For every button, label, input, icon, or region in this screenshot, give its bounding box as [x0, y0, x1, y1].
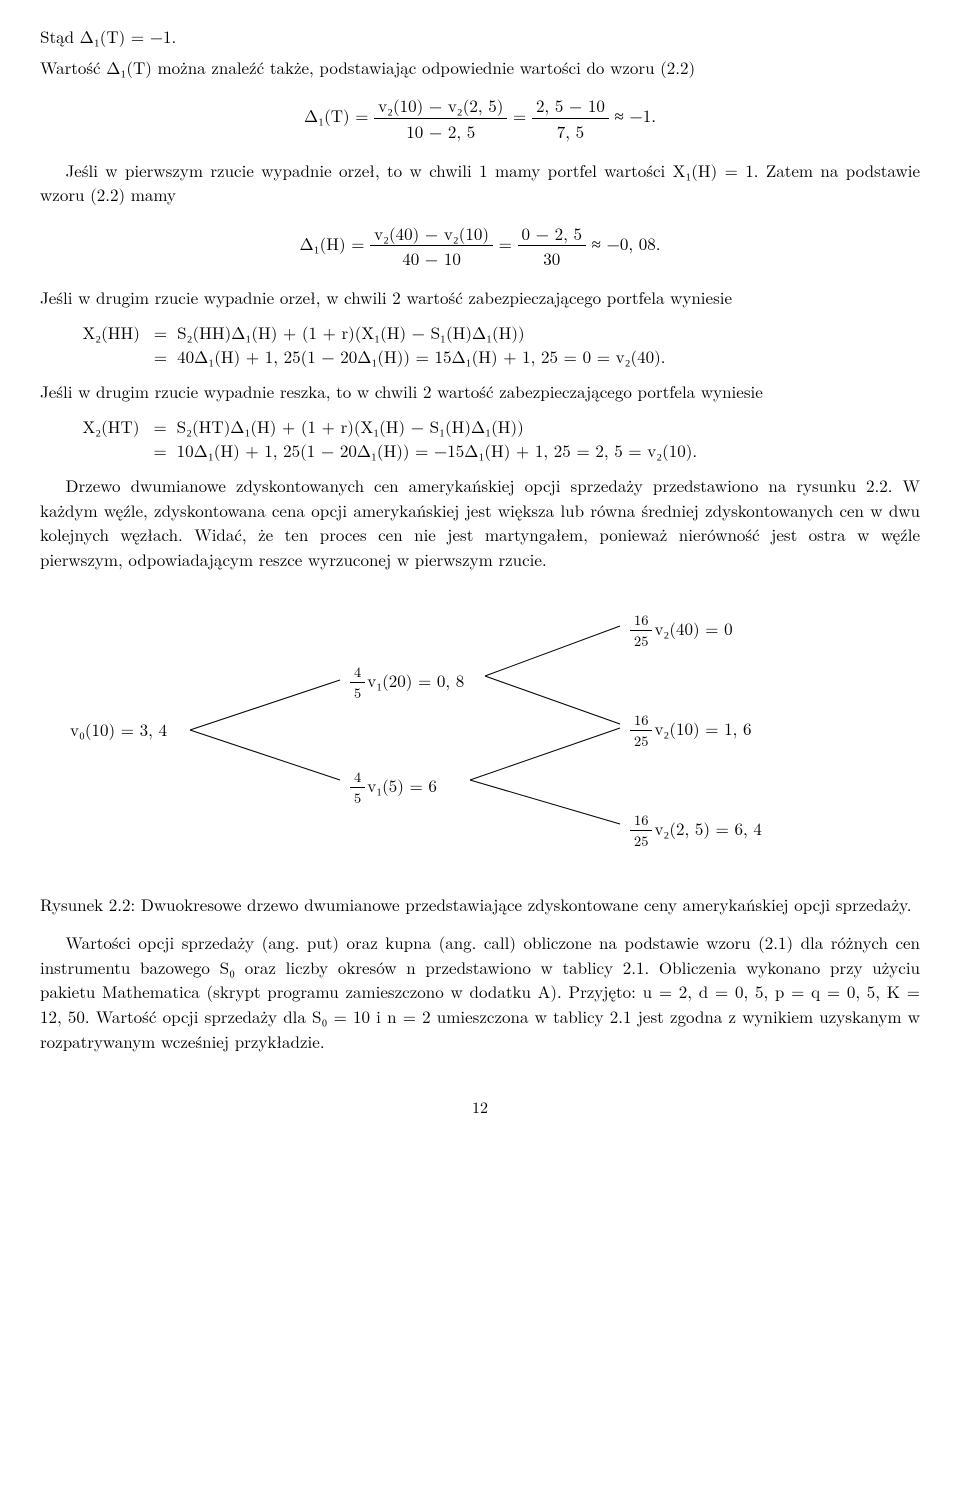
align1-eq2: =	[148, 344, 173, 369]
align2-eq2: =	[147, 438, 172, 463]
align2-eq1: =	[147, 414, 172, 439]
eq1-num2: 2, 5 − 10	[532, 93, 609, 119]
binomial-tree-diagram: v₀(10) = 3, 445v₁(20) = 0, 845v₁(5) = 61…	[70, 602, 920, 862]
tree-node: 45v₁(20) = 0, 8	[350, 662, 464, 705]
tree-node-label: v₂(40) = 0	[654, 616, 732, 640]
eq1-den2: 7, 5	[532, 119, 609, 144]
align1-r1: S₂(HH)Δ₁(H) + (1 + r)(X₁(H) − S₁(H)Δ₁(H)…	[173, 320, 665, 345]
align-X2HT: X₂(HT) = S₂(HT)Δ₁(H) + (1 + r)(X₁(H) − S…	[83, 414, 698, 463]
tree-edge	[470, 780, 620, 824]
eq2-den1: 40 − 10	[370, 246, 493, 271]
align1-l1: X₂(HH)	[83, 320, 148, 345]
tree-node-coef: 1625	[630, 810, 652, 853]
tree-node-coef: 1625	[630, 710, 652, 753]
tree-edge	[485, 676, 620, 724]
tree-edge	[485, 626, 620, 676]
eq1-frac1: v₂(10) − v₂(2, 5) 10 − 2, 5	[374, 93, 507, 143]
tree-node-label: v₁(20) = 0, 8	[367, 668, 464, 692]
line-wartosc: Wartość Δ₁(T) można znaleźć także, podst…	[40, 55, 920, 80]
eq1-rhs: ≈ −1.	[615, 103, 656, 127]
tree-node-label: v₂(2, 5) = 6, 4	[654, 816, 761, 840]
para-drugim-reszka: Jeśli w drugim rzucie wypadnie reszka, t…	[40, 379, 920, 404]
equation-delta1-T: Δ₁(T) = v₂(10) − v₂(2, 5) 10 − 2, 5 = 2,…	[40, 93, 920, 143]
tree-node-label: v₂(10) = 1, 6	[654, 716, 751, 740]
eq1-frac2: 2, 5 − 10 7, 5	[532, 93, 609, 143]
eq2-den2: 30	[518, 246, 586, 271]
tree-node: v₀(10) = 3, 4	[70, 717, 167, 742]
tree-node: 1625v₂(10) = 1, 6	[630, 710, 752, 753]
align2-r1: S₂(HT)Δ₁(H) + (1 + r)(X₁(H) − S₁(H)Δ₁(H)…	[173, 414, 697, 439]
eq2-lhs: Δ₁(H) =	[300, 231, 365, 255]
tree-node-coef: 45	[350, 767, 365, 810]
eq1-lhs: Δ₁(T) =	[304, 103, 368, 127]
tree-node: 1625v₂(40) = 0	[630, 610, 733, 653]
tree-node-coef: 1625	[630, 610, 652, 653]
eq1-den1: 10 − 2, 5	[374, 119, 507, 144]
page-number: 12	[40, 1095, 920, 1118]
align-X2HH: X₂(HH) = S₂(HH)Δ₁(H) + (1 + r)(X₁(H) − S…	[83, 320, 666, 369]
align2-l2	[83, 438, 148, 463]
eq2-rhs: ≈ −0, 08.	[592, 231, 661, 255]
tree-node: 1625v₂(2, 5) = 6, 4	[630, 810, 762, 853]
align2-r2: 10Δ₁(H) + 1, 25(1 − 20Δ₁(H)) = −15Δ₁(H) …	[173, 438, 697, 463]
tree-edge	[190, 680, 340, 730]
align2-l1: X₂(HT)	[83, 414, 148, 439]
equation-delta1-H: Δ₁(H) = v₂(40) − v₂(10) 40 − 10 = 0 − 2,…	[40, 221, 920, 271]
eq1-mid: =	[513, 103, 526, 127]
para-drugim-orzel: Jeśli w drugim rzucie wypadnie orzeł, w …	[40, 285, 920, 310]
eq2-mid: =	[499, 231, 512, 255]
eq2-num1: v₂(40) − v₂(10)	[370, 221, 493, 247]
tree-node-coef: 45	[350, 662, 365, 705]
eq2-frac1: v₂(40) − v₂(10) 40 − 10	[370, 221, 493, 271]
eq1-num1: v₂(10) − v₂(2, 5)	[374, 93, 507, 119]
tree-node-label: v₁(5) = 6	[367, 773, 437, 797]
line-stad: Stąd Δ₁(T) = −1.	[40, 24, 920, 49]
align1-l2	[83, 344, 148, 369]
align1-eq1: =	[148, 320, 173, 345]
para-drzewo: Drzewo dwumianowe zdyskontowanych cen am…	[40, 473, 920, 572]
tree-node-label: v₀(10) = 3, 4	[70, 717, 167, 741]
tree-node: 45v₁(5) = 6	[350, 767, 437, 810]
para-pierwszym-rzucie: Jeśli w pierwszym rzucie wypadnie orzeł,…	[40, 158, 920, 207]
eq2-frac2: 0 − 2, 5 30	[518, 221, 586, 271]
tree-edge	[190, 730, 340, 780]
align1-r2: 40Δ₁(H) + 1, 25(1 − 20Δ₁(H)) = 15Δ₁(H) +…	[173, 344, 665, 369]
figure-caption: Rysunek 2.2: Dwuokresowe drzewo dwumiano…	[40, 892, 920, 917]
para-wartosci-opcji: Wartości opcji sprzedaży (ang. put) oraz…	[40, 930, 920, 1053]
eq2-num2: 0 − 2, 5	[518, 221, 586, 247]
tree-edge	[470, 728, 620, 780]
